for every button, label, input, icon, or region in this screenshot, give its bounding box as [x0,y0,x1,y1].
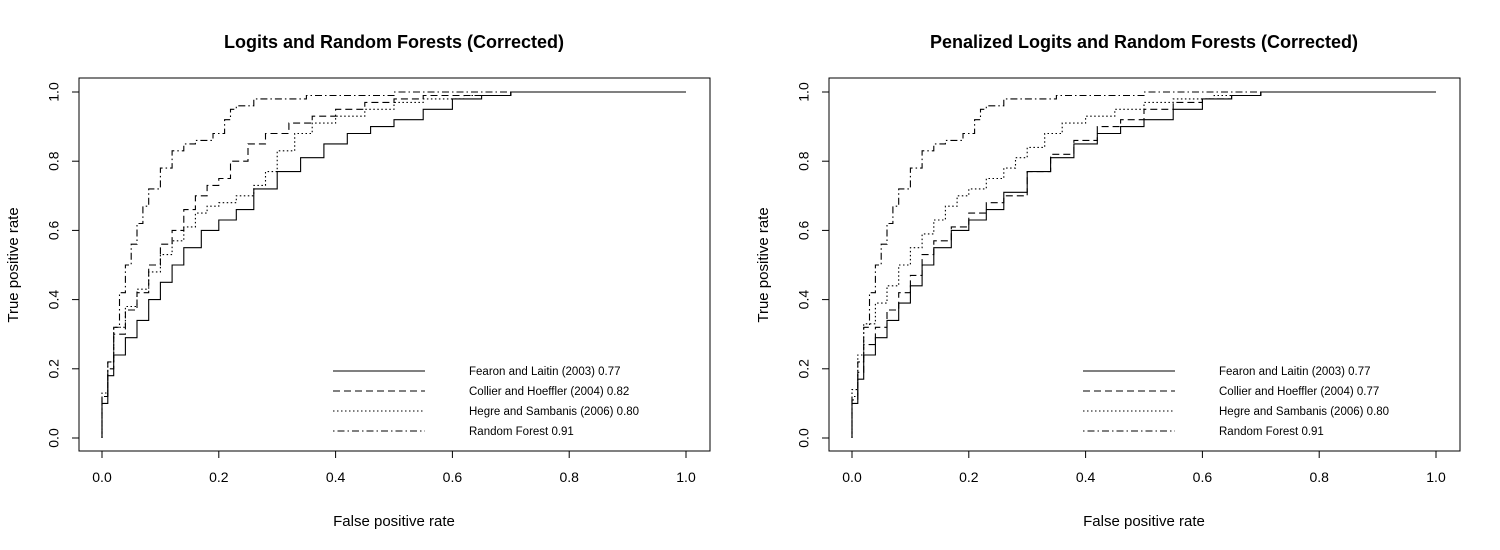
x-axis-label: False positive rate [1083,513,1205,530]
x-tick-label: 0.6 [1193,469,1213,485]
y-tick-label: 0.8 [796,151,812,171]
y-tick-label: 0.4 [46,290,62,310]
legend-label: Random Forest 0.91 [1219,426,1324,438]
series-layer [101,91,686,438]
chart-title: Penalized Logits and Random Forests (Cor… [930,32,1358,52]
legend-label: Fearon and Laitin (2003) 0.77 [469,366,621,378]
legend-label: Hegre and Sambanis (2006) 0.80 [1219,406,1389,418]
roc-panel-left: Logits and Random Forests (Corrected) 0.… [5,32,711,530]
roc-curve-dotdash [851,91,1436,438]
y-tick-label: 1.0 [46,82,62,102]
x-tick-label: 0.4 [326,469,346,485]
y-axis-label: True positive rate [755,207,772,322]
roc-panel-right: Penalized Logits and Random Forests (Cor… [755,32,1461,530]
x-tick-label: 0.8 [1309,469,1329,485]
roc-curve-dotdash [101,91,686,438]
x-axis: 0.0 0.2 0.4 0.6 0.8 1.0 [842,450,1446,485]
roc-curve-dotted [101,91,686,438]
roc-curve-dotted [851,91,1436,438]
legend-label: Hegre and Sambanis (2006) 0.80 [469,406,639,418]
chart-title: Logits and Random Forests (Corrected) [224,32,564,52]
x-tick-label: 0.4 [1076,469,1096,485]
x-tick-label: 0.8 [559,469,579,485]
roc-curve-dashed [851,91,1436,438]
y-tick-label: 1.0 [796,82,812,102]
y-tick-label: 0.6 [46,220,62,240]
legend-label: Fearon and Laitin (2003) 0.77 [1219,366,1371,378]
legend-label: Collier and Hoeffler (2004) 0.82 [469,386,629,398]
y-tick-label: 0.0 [46,428,62,448]
y-tick-label: 0.2 [796,359,812,379]
roc-curve-solid [851,91,1436,438]
y-axis: 0.0 0.2 0.4 0.6 0.8 1.0 [796,82,830,448]
x-axis-label: False positive rate [333,513,455,530]
legend-label: Collier and Hoeffler (2004) 0.77 [1219,386,1379,398]
y-tick-label: 0.0 [796,428,812,448]
roc-curve-solid [101,91,686,438]
x-tick-label: 0.2 [209,469,229,485]
legend-label: Random Forest 0.91 [469,426,574,438]
x-tick-label: 0.0 [842,469,862,485]
legend: Fearon and Laitin (2003) 0.77 Collier and… [333,366,639,438]
x-tick-label: 0.6 [443,469,463,485]
x-tick-label: 1.0 [676,469,696,485]
y-tick-label: 0.2 [46,359,62,379]
series-layer [851,91,1436,438]
x-axis: 0.0 0.2 0.4 0.6 0.8 1.0 [92,450,696,485]
x-tick-label: 0.2 [959,469,979,485]
x-tick-label: 0.0 [92,469,112,485]
legend: Fearon and Laitin (2003) 0.77 Collier and… [1083,366,1389,438]
x-tick-label: 1.0 [1426,469,1446,485]
y-tick-label: 0.8 [46,151,62,171]
y-axis-label: True positive rate [5,207,22,322]
y-tick-label: 0.4 [796,290,812,310]
y-axis: 0.0 0.2 0.4 0.6 0.8 1.0 [46,82,80,448]
roc-curve-dashed [101,91,686,438]
y-tick-label: 0.6 [796,220,812,240]
